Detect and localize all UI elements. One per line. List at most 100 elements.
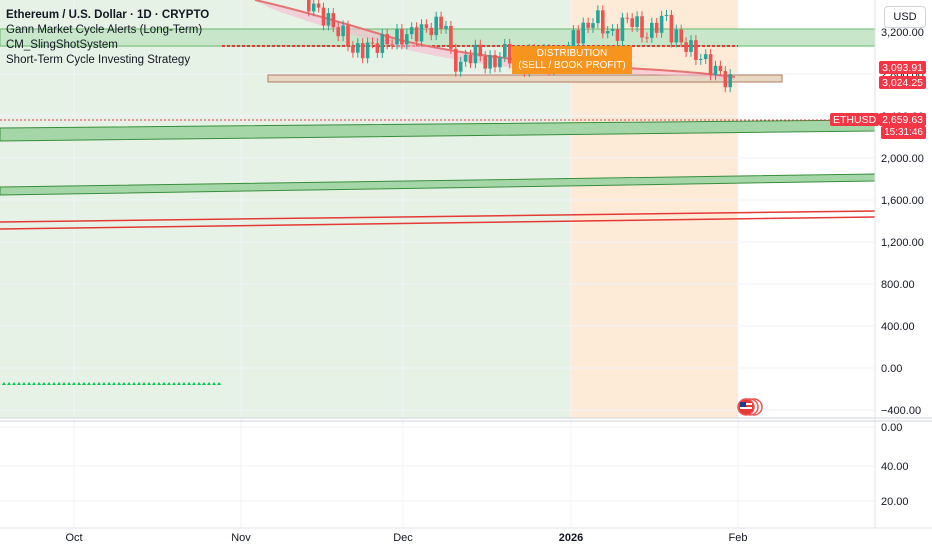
buy-signal-arrow xyxy=(142,382,146,385)
buy-signal-arrow xyxy=(112,382,116,385)
distribution-label-line2: (SELL / BOOK PROFIT) xyxy=(518,60,626,71)
candle-body xyxy=(723,71,728,88)
candle-body xyxy=(414,27,419,42)
buy-signal-arrow xyxy=(132,382,136,385)
candle-body xyxy=(635,16,639,27)
candle-body xyxy=(507,43,512,64)
candle-body xyxy=(679,29,683,43)
indicator-cycle-strategy[interactable]: Short-Term Cycle Investing Strategy xyxy=(6,54,191,66)
candle-body xyxy=(434,16,438,36)
buy-signal-arrow xyxy=(22,382,26,385)
time-tick-label: Feb xyxy=(729,532,748,544)
indicator-tick-label: 20.00 xyxy=(881,496,909,508)
time-axis[interactable]: Oct Nov Dec 2026 Feb xyxy=(65,532,747,544)
candle-body xyxy=(429,27,434,36)
buy-signal-arrow xyxy=(82,382,86,385)
candle-body xyxy=(311,3,316,12)
buy-signal-arrow xyxy=(182,382,186,385)
buy-signal-markers xyxy=(2,382,221,385)
grid-lines xyxy=(0,0,875,528)
candle-body xyxy=(498,57,502,68)
buy-signal-arrow xyxy=(7,382,11,385)
candle-body xyxy=(708,54,713,76)
candle-body xyxy=(405,34,409,45)
buy-signal-arrow xyxy=(122,382,126,385)
candle-body xyxy=(409,27,414,35)
candle-body xyxy=(596,10,600,24)
time-tick-label: Oct xyxy=(65,532,82,544)
candle-body xyxy=(503,43,507,58)
buy-signal-arrow xyxy=(102,382,106,385)
indicator-gann[interactable]: Gann Market Cycle Alerts (Long-Term) xyxy=(6,24,203,36)
buy-signal-arrow xyxy=(197,382,201,385)
buy-signal-arrow xyxy=(217,382,221,385)
candle-body xyxy=(728,74,732,88)
candle-body xyxy=(650,22,654,38)
indicator-slingshot[interactable]: CM_SlingShotSystem xyxy=(6,39,118,51)
buy-signal-arrow xyxy=(32,382,36,385)
price-tick-label: 1,600.00 xyxy=(881,195,924,207)
indicator-tick-label: 0.00 xyxy=(881,422,902,434)
buy-signal-arrow xyxy=(127,382,131,385)
buy-signal-arrow xyxy=(72,382,76,385)
candle-body xyxy=(654,22,659,33)
candle-body xyxy=(659,15,664,33)
buy-signal-arrow xyxy=(77,382,81,385)
distribution-label: DISTRIBUTION (SELL / BOOK PROFIT) xyxy=(512,46,632,74)
countdown-tag: 15:31:46 xyxy=(881,126,926,139)
candle-body xyxy=(395,28,399,45)
buy-signal-arrow xyxy=(12,382,16,385)
indicator-tick-label: 40.00 xyxy=(881,461,909,473)
candle-body xyxy=(380,34,385,53)
symbol-tag: ETHUSD xyxy=(830,113,880,126)
buy-signal-arrow xyxy=(2,382,6,385)
buy-signal-arrow xyxy=(27,382,31,385)
candle-body xyxy=(468,54,473,64)
candle-body xyxy=(581,22,585,44)
buy-signal-arrow xyxy=(57,382,61,385)
buy-signal-arrow xyxy=(177,382,181,385)
price-tick-label: 3,200.00 xyxy=(881,27,924,39)
candle-body xyxy=(351,46,355,53)
buy-signal-arrow xyxy=(42,382,46,385)
candle-body xyxy=(370,42,375,44)
candle-body xyxy=(385,34,389,45)
price-tick-label: 2,000.00 xyxy=(881,153,924,165)
candle-body xyxy=(625,17,630,19)
us-flag-event-icons[interactable] xyxy=(736,397,768,417)
candle-body xyxy=(669,14,674,43)
buy-signal-arrow xyxy=(172,382,176,385)
buy-signal-arrow xyxy=(152,382,156,385)
candle-body xyxy=(365,42,370,59)
red-trendline-lower xyxy=(0,216,876,230)
indicator-axis[interactable]: 0.00 40.00 20.00 xyxy=(881,422,909,508)
time-tick-label: Dec xyxy=(393,532,413,544)
chart-legend: Ethereum / U.S. Dollar · 1D · CRYPTO Gan… xyxy=(6,8,209,68)
candle-body xyxy=(478,44,483,57)
candle-body xyxy=(694,40,698,60)
supply-zone-box xyxy=(267,74,783,83)
buy-signal-arrow xyxy=(207,382,211,385)
buy-signal-arrow xyxy=(47,382,51,385)
candle-body xyxy=(610,29,615,31)
buy-signal-arrow xyxy=(37,382,41,385)
candle-body xyxy=(645,37,649,39)
symbol-title[interactable]: Ethereum / U.S. Dollar · 1D · CRYPTO xyxy=(6,9,210,21)
buy-signal-arrow xyxy=(117,382,121,385)
accumulation-zone xyxy=(0,0,570,418)
candle-body xyxy=(419,24,424,42)
candle-body xyxy=(703,54,708,60)
candle-body xyxy=(360,43,365,59)
currency-selector[interactable]: USD xyxy=(884,6,926,28)
candle-body xyxy=(454,48,458,72)
buy-signal-arrow xyxy=(17,382,21,385)
candle-body xyxy=(473,44,478,64)
candle-body xyxy=(439,16,443,29)
candle-body xyxy=(321,7,326,26)
time-tick-label: Nov xyxy=(231,532,251,544)
candle-body xyxy=(493,55,497,68)
buy-signal-arrow xyxy=(167,382,171,385)
buy-signal-arrow xyxy=(52,382,56,385)
buy-signal-arrow xyxy=(67,382,71,385)
